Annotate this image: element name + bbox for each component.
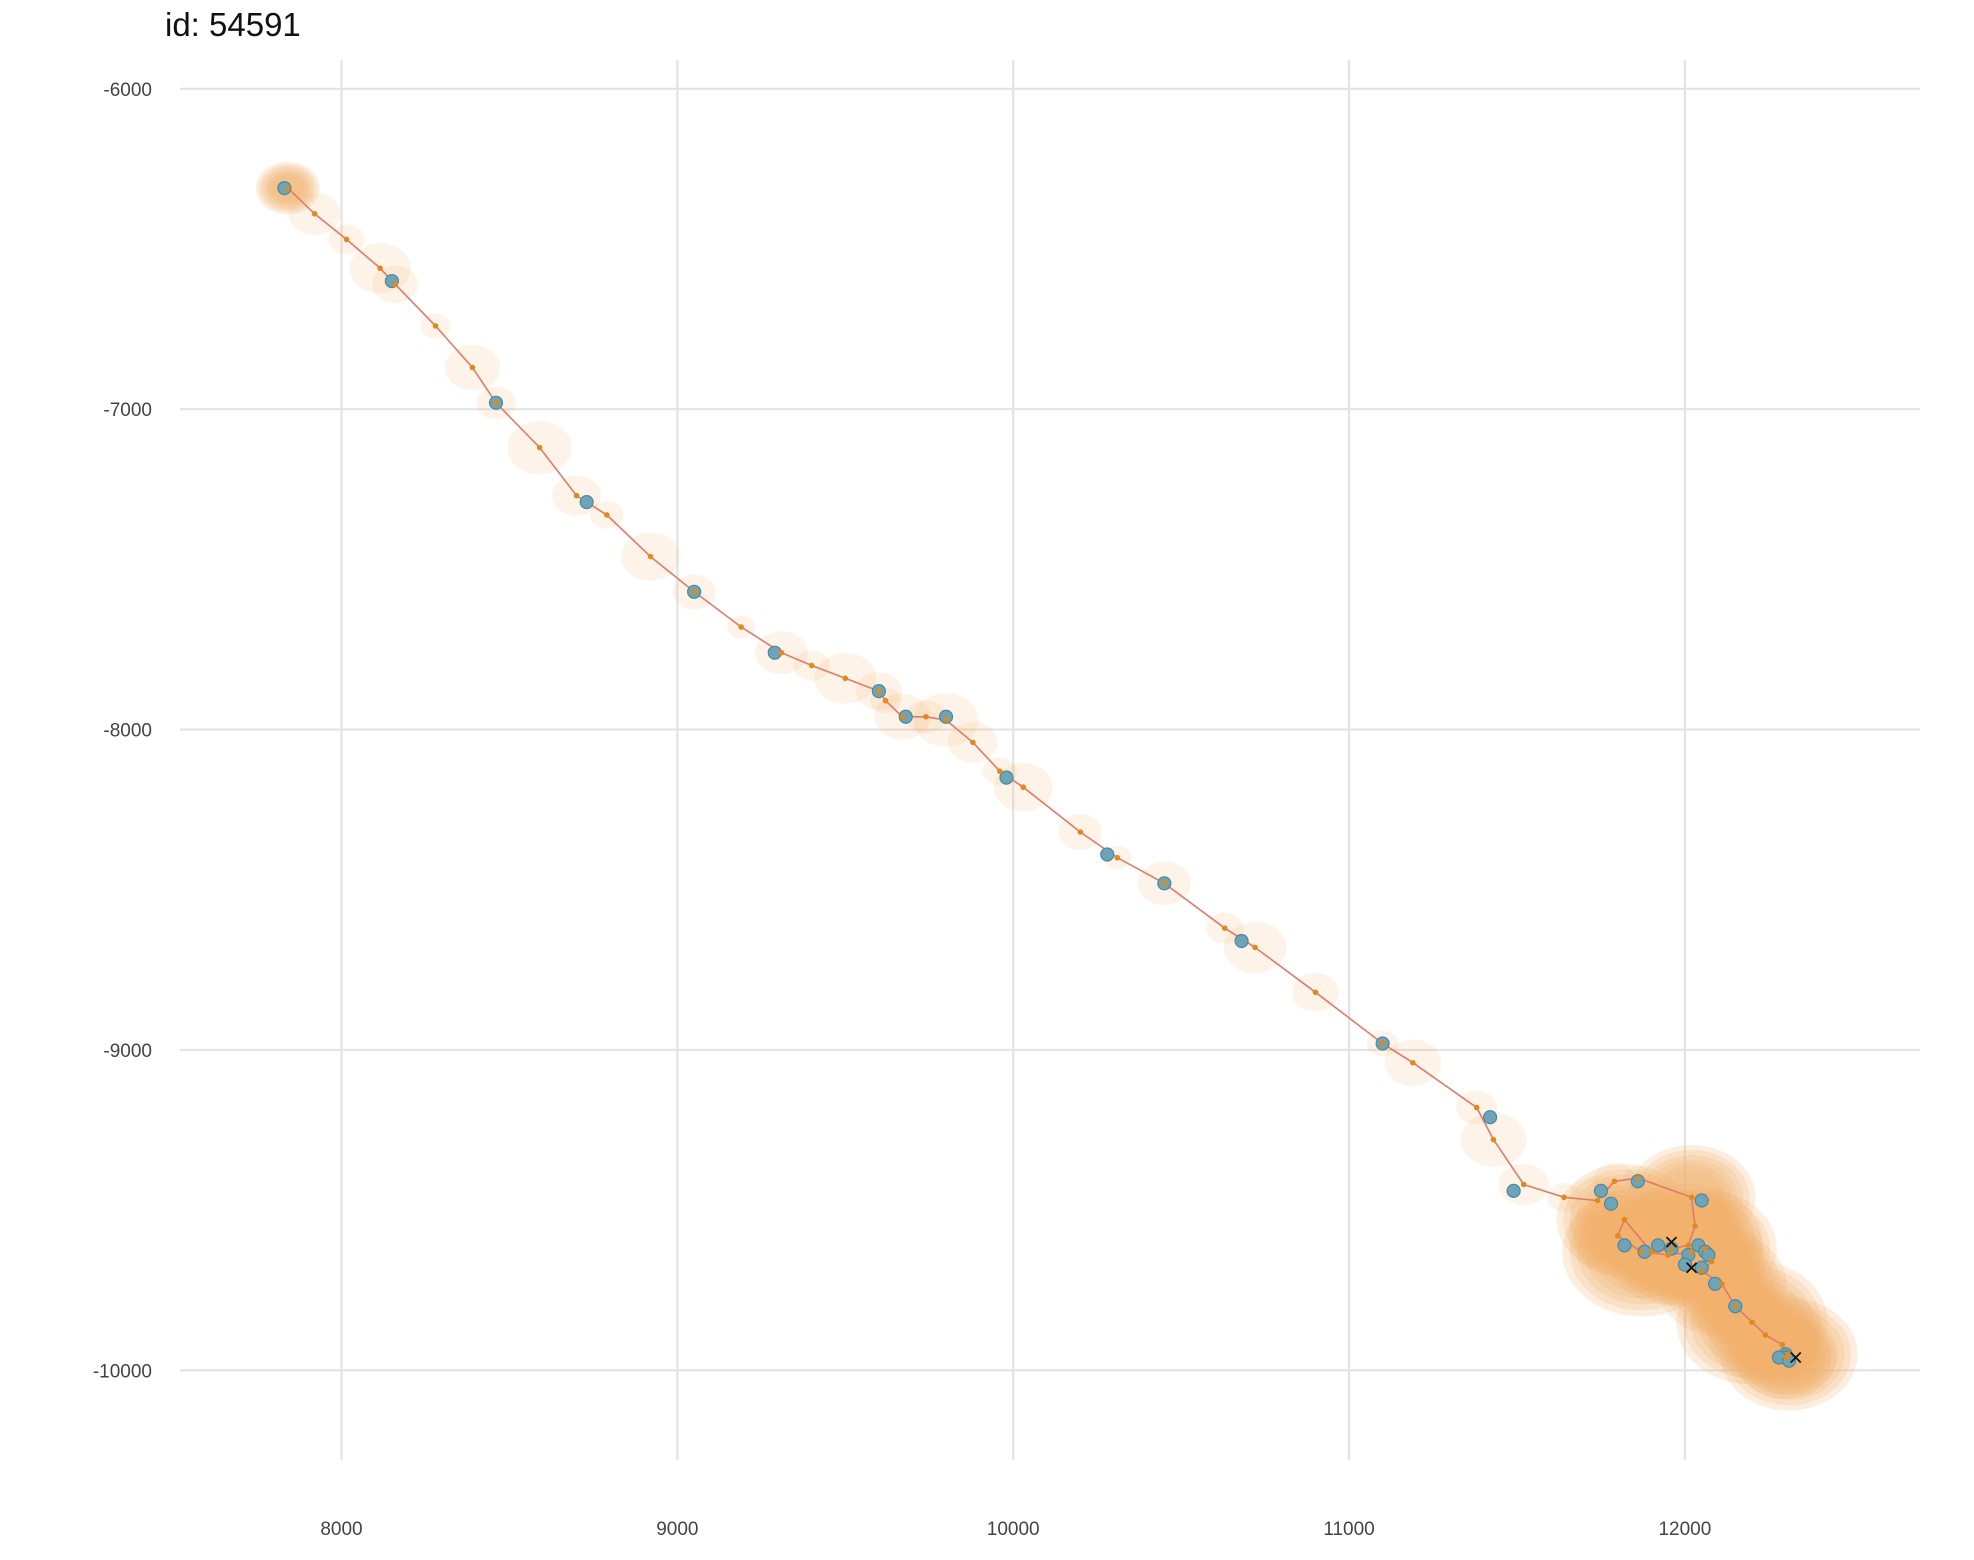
estimate-point xyxy=(1490,1136,1497,1143)
observation-point xyxy=(579,495,594,510)
cross-marker xyxy=(1665,1236,1678,1248)
estimate-point xyxy=(647,553,654,560)
observation-point xyxy=(1234,933,1249,949)
estimate-point xyxy=(1621,1216,1628,1223)
estimate-point xyxy=(1638,1248,1645,1255)
estimate-point xyxy=(1077,829,1084,835)
observation-point xyxy=(1617,1238,1632,1253)
estimate-point xyxy=(1020,784,1027,791)
observation-point xyxy=(1694,1260,1709,1275)
estimate-point xyxy=(1221,925,1228,931)
estimate-point xyxy=(469,364,476,371)
observation-point xyxy=(1650,1238,1666,1253)
estimate-point xyxy=(1635,1175,1641,1181)
estimate-point xyxy=(392,281,399,288)
chart-title: id: 54591 xyxy=(165,6,301,43)
estimate-point xyxy=(943,717,949,723)
estimate-point xyxy=(1312,989,1319,996)
estimate-point xyxy=(1668,1245,1675,1252)
observation-point xyxy=(1603,1196,1619,1211)
estimate-point xyxy=(1611,1178,1618,1185)
estimate-point xyxy=(876,688,882,694)
cross-marker xyxy=(1685,1262,1698,1274)
uncertainty-ellipses xyxy=(255,161,1858,1411)
estimate-point xyxy=(842,675,849,682)
estimate-point xyxy=(738,624,744,630)
y-tick-label: -6000 xyxy=(103,80,152,101)
estimate-points xyxy=(284,185,1792,1361)
estimate-point xyxy=(1561,1194,1567,1201)
estimate-point xyxy=(808,662,815,669)
observation-point xyxy=(277,181,292,196)
estimate-point xyxy=(899,713,906,720)
estimate-point xyxy=(923,713,929,720)
estimate-point xyxy=(1252,944,1258,951)
estimate-point xyxy=(970,739,976,746)
estimate-point xyxy=(1614,1232,1621,1239)
x-tick-label: 12000 xyxy=(1658,1519,1711,1540)
grid-layer xyxy=(180,60,1920,1460)
estimate-point xyxy=(1688,1248,1695,1255)
observation-point xyxy=(898,709,913,724)
estimate-point xyxy=(691,589,697,595)
estimate-point xyxy=(536,444,543,451)
estimate-point xyxy=(1779,1341,1786,1348)
observation-point xyxy=(1677,1257,1693,1272)
observation-point xyxy=(1694,1193,1709,1208)
estimate-point xyxy=(1762,1332,1769,1338)
estimate-point xyxy=(1648,1248,1655,1255)
observation-point xyxy=(1593,1183,1609,1198)
estimate-point xyxy=(1161,880,1168,887)
estimate-point xyxy=(1520,1181,1527,1188)
estimate-point xyxy=(1114,854,1121,861)
x-tick-label: 8000 xyxy=(320,1519,362,1540)
estimate-point xyxy=(1719,1280,1725,1287)
estimate-point xyxy=(1782,1354,1789,1361)
observation-point xyxy=(1630,1174,1645,1189)
estimate-point xyxy=(1749,1319,1755,1326)
estimate-point xyxy=(1410,1059,1416,1066)
estimate-point xyxy=(377,265,383,272)
estimate-point xyxy=(1708,1258,1715,1265)
y-tick-label: -10000 xyxy=(93,1361,152,1382)
estimate-point xyxy=(432,323,439,329)
x-tick-label: 10000 xyxy=(987,1519,1040,1540)
observation-point xyxy=(1483,1110,1498,1125)
y-tick-label: -8000 xyxy=(103,721,152,742)
estimate-point xyxy=(1702,1245,1708,1252)
estimate-point xyxy=(343,236,350,243)
y-tick-label: -9000 xyxy=(103,1041,152,1062)
estimate-point xyxy=(1688,1194,1695,1201)
estimate-point xyxy=(778,649,785,656)
estimate-point xyxy=(573,492,580,499)
observation-point xyxy=(999,770,1014,785)
estimate-point xyxy=(1732,1303,1739,1310)
x-tick-label: 9000 xyxy=(656,1519,698,1540)
y-tick-label: -7000 xyxy=(103,400,152,421)
estimate-point xyxy=(1594,1197,1601,1204)
cross-markers xyxy=(1665,1236,1802,1364)
cross-marker xyxy=(1790,1351,1802,1364)
observation-point xyxy=(1100,847,1115,862)
estimate-point xyxy=(311,210,318,217)
estimate-point xyxy=(1685,1242,1692,1249)
observation-point xyxy=(1506,1183,1521,1198)
observation-point xyxy=(1701,1247,1716,1263)
estimate-point xyxy=(1379,1040,1386,1047)
tick-labels: 8000 9000 10000 11000 12000 -6000 -7000 -8000 -9… xyxy=(93,80,1711,1540)
observation-point xyxy=(938,709,954,724)
estimate-point xyxy=(1692,1223,1698,1229)
estimate-point xyxy=(1698,1268,1705,1274)
estimate-point xyxy=(996,768,1003,775)
x-tick-label: 11000 xyxy=(1323,1519,1374,1540)
estimate-point xyxy=(604,512,610,518)
estimate-point xyxy=(882,697,889,704)
estimate-point xyxy=(1473,1104,1480,1111)
estimate-point xyxy=(284,185,291,191)
estimate-point xyxy=(1665,1252,1671,1258)
estimate-point xyxy=(493,399,499,406)
